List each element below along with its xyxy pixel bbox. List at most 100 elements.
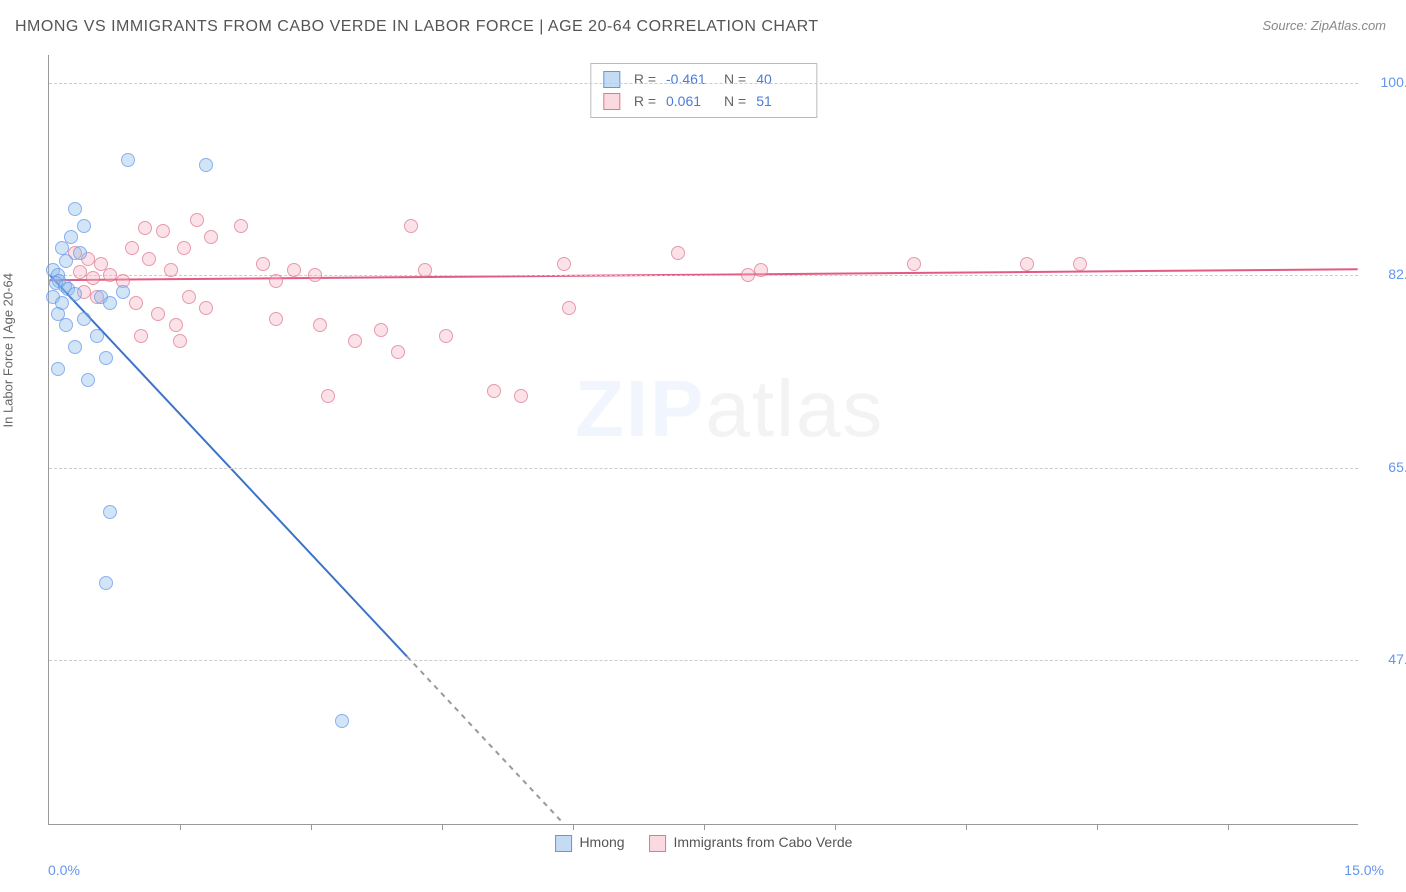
scatter-point-blue <box>68 287 82 301</box>
trendlines-layer <box>49 55 1358 824</box>
scatter-point-blue <box>335 714 349 728</box>
scatter-point-blue <box>99 351 113 365</box>
x-tick <box>573 824 574 830</box>
scatter-point-blue <box>59 254 73 268</box>
stats-n-label: N = <box>724 68 746 90</box>
y-tick-label: 100.0% <box>1368 74 1406 90</box>
legend-label: Hmong <box>579 834 624 850</box>
scatter-point-blue <box>77 219 91 233</box>
scatter-point-pink <box>173 334 187 348</box>
correlation-stats-box: R = -0.461 N = 40 R = 0.061 N = 51 <box>590 63 817 118</box>
legend-item-blue: Hmong <box>555 834 625 852</box>
stats-row-pink: R = 0.061 N = 51 <box>603 90 804 112</box>
scatter-point-pink <box>156 224 170 238</box>
scatter-point-pink <box>1020 257 1034 271</box>
scatter-point-pink <box>138 221 152 235</box>
scatter-point-blue <box>90 329 104 343</box>
scatter-point-blue <box>77 312 91 326</box>
gridline <box>49 275 1358 276</box>
x-tick <box>966 824 967 830</box>
scatter-point-blue <box>103 505 117 519</box>
watermark: ZIPatlas <box>575 363 884 455</box>
y-axis-label: In Labor Force | Age 20-64 <box>1 273 16 427</box>
legend: Hmong Immigrants from Cabo Verde <box>555 834 853 852</box>
scatter-point-pink <box>169 318 183 332</box>
gridline <box>49 83 1358 84</box>
scatter-point-blue <box>99 576 113 590</box>
scatter-point-pink <box>234 219 248 233</box>
gridline <box>49 660 1358 661</box>
y-tick-label: 47.5% <box>1368 651 1406 667</box>
watermark-suffix: atlas <box>705 364 884 453</box>
x-tick <box>311 824 312 830</box>
scatter-point-pink <box>73 265 87 279</box>
scatter-point-pink <box>287 263 301 277</box>
scatter-point-blue <box>51 362 65 376</box>
scatter-point-blue <box>199 158 213 172</box>
scatter-point-pink <box>439 329 453 343</box>
stats-r-value: -0.461 <box>666 68 714 90</box>
scatter-point-blue <box>121 153 135 167</box>
scatter-point-pink <box>269 274 283 288</box>
scatter-point-pink <box>204 230 218 244</box>
scatter-point-pink <box>190 213 204 227</box>
scatter-point-blue <box>73 246 87 260</box>
x-tick <box>704 824 705 830</box>
scatter-point-pink <box>177 241 191 255</box>
x-tick <box>180 824 181 830</box>
y-tick-label: 82.5% <box>1368 266 1406 282</box>
scatter-point-pink <box>391 345 405 359</box>
legend-label: Immigrants from Cabo Verde <box>673 834 852 850</box>
pink-swatch-icon <box>649 835 666 852</box>
scatter-point-pink <box>142 252 156 266</box>
scatter-point-pink <box>199 301 213 315</box>
scatter-point-pink <box>671 246 685 260</box>
gridline <box>49 468 1358 469</box>
scatter-point-blue <box>68 340 82 354</box>
trendline <box>407 656 564 824</box>
scatter-point-pink <box>129 296 143 310</box>
pink-swatch-icon <box>603 93 620 110</box>
scatter-point-blue <box>68 202 82 216</box>
scatter-point-pink <box>308 268 322 282</box>
scatter-point-pink <box>269 312 283 326</box>
scatter-point-pink <box>321 389 335 403</box>
scatter-point-pink <box>907 257 921 271</box>
chart-title: HMONG VS IMMIGRANTS FROM CABO VERDE IN L… <box>15 18 819 36</box>
scatter-point-pink <box>514 389 528 403</box>
source-attribution: Source: ZipAtlas.com <box>1262 18 1386 33</box>
y-tick-label: 65.0% <box>1368 459 1406 475</box>
scatter-point-pink <box>348 334 362 348</box>
scatter-point-pink <box>256 257 270 271</box>
scatter-point-pink <box>313 318 327 332</box>
x-axis-max-label: 15.0% <box>1344 862 1384 878</box>
stats-r-label: R = <box>634 90 656 112</box>
scatter-plot-area: ZIPatlas R = -0.461 N = 40 R = 0.061 N =… <box>48 55 1358 825</box>
stats-n-label: N = <box>724 90 746 112</box>
scatter-point-blue <box>116 285 130 299</box>
scatter-point-pink <box>374 323 388 337</box>
x-tick <box>835 824 836 830</box>
stats-n-value: 40 <box>756 68 804 90</box>
x-tick <box>1228 824 1229 830</box>
stats-r-value: 0.061 <box>666 90 714 112</box>
scatter-point-pink <box>487 384 501 398</box>
legend-item-pink: Immigrants from Cabo Verde <box>649 834 853 852</box>
scatter-point-pink <box>754 263 768 277</box>
scatter-point-pink <box>125 241 139 255</box>
scatter-point-blue <box>81 373 95 387</box>
scatter-point-pink <box>151 307 165 321</box>
x-tick <box>1097 824 1098 830</box>
x-axis-min-label: 0.0% <box>48 862 80 878</box>
scatter-point-blue <box>103 296 117 310</box>
blue-swatch-icon <box>555 835 572 852</box>
blue-swatch-icon <box>603 71 620 88</box>
scatter-point-blue <box>55 241 69 255</box>
scatter-point-pink <box>418 263 432 277</box>
scatter-point-pink <box>86 271 100 285</box>
scatter-point-pink <box>557 257 571 271</box>
scatter-point-pink <box>562 301 576 315</box>
scatter-point-blue <box>59 318 73 332</box>
watermark-prefix: ZIP <box>575 364 705 453</box>
stats-n-value: 51 <box>756 90 804 112</box>
